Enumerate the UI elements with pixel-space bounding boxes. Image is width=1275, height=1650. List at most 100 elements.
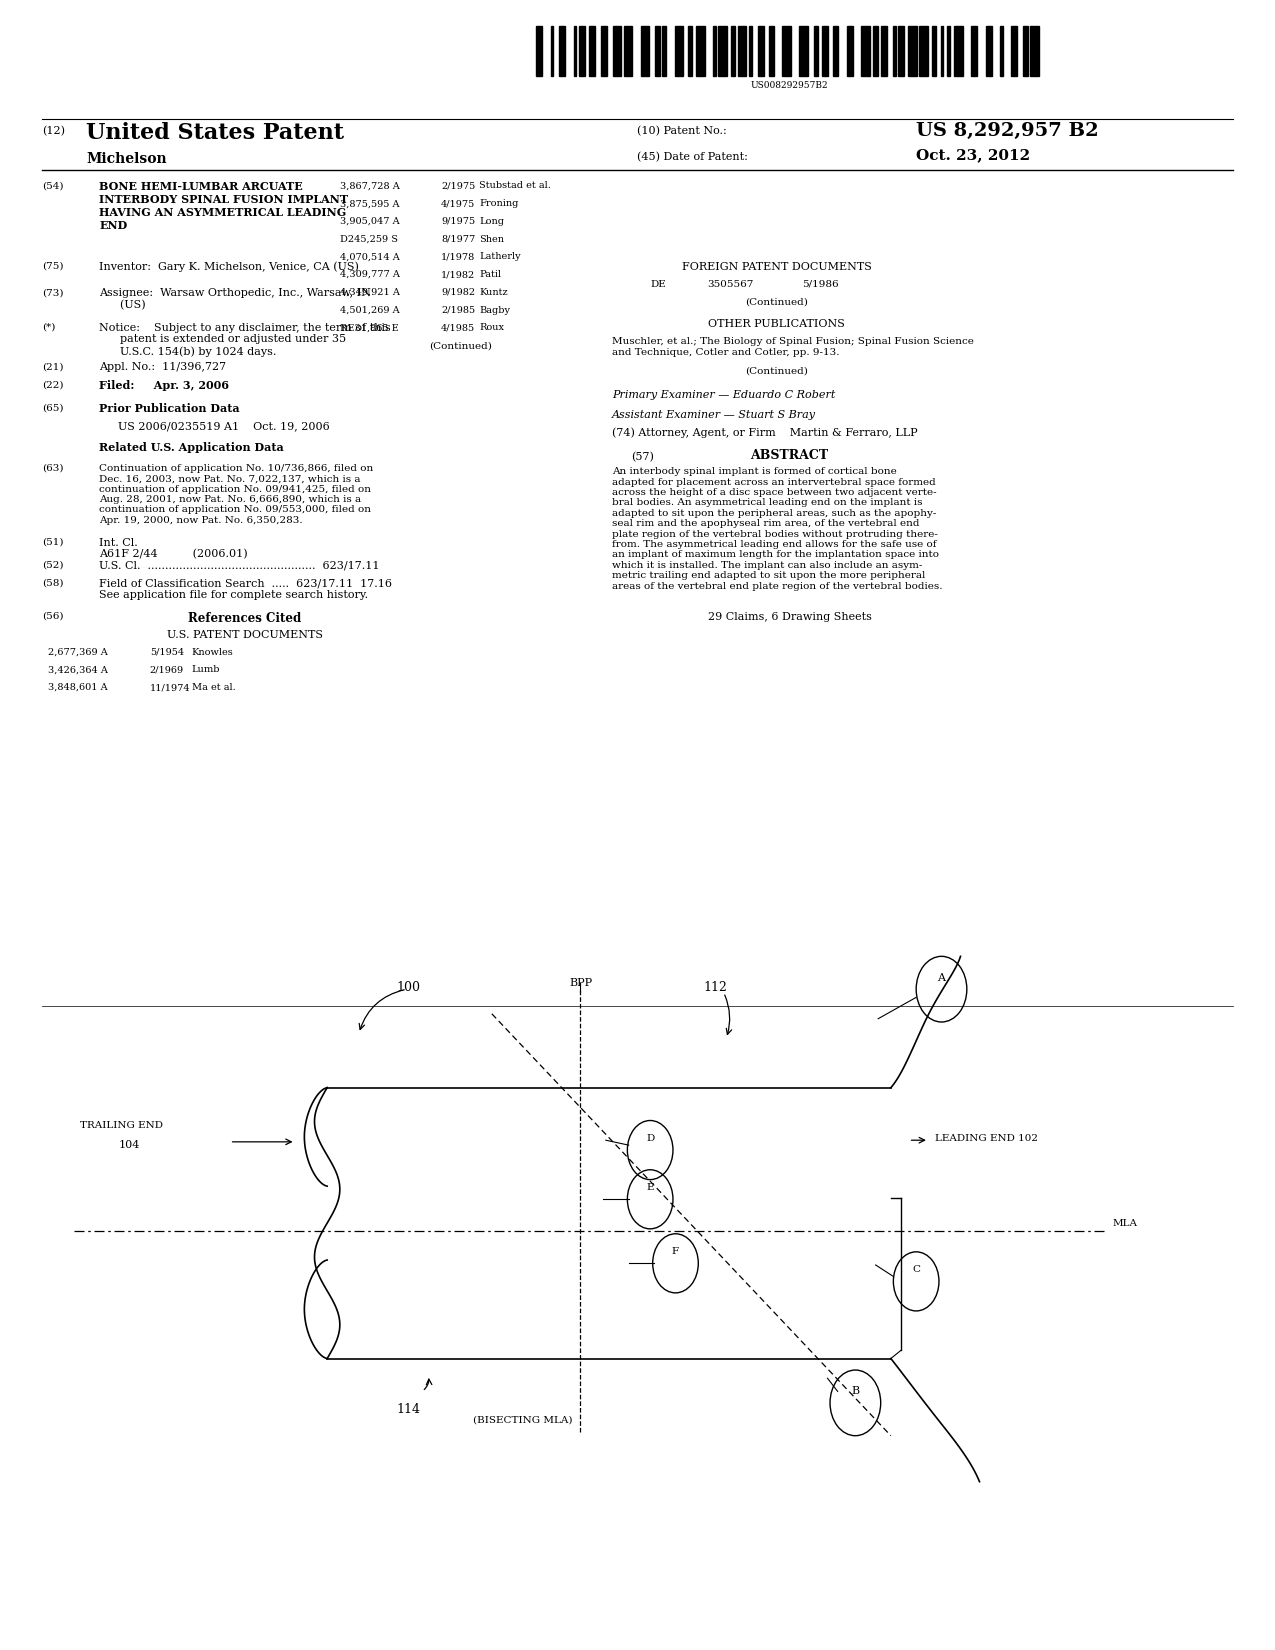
Bar [1030,25,1039,76]
Text: 3,905,047 A: 3,905,047 A [340,216,399,226]
Text: (22): (22) [42,380,64,389]
Text: Muschler, et al.; The Biology of Spinal Fusion; Spinal Fusion Science
and Techni: Muschler, et al.; The Biology of Spinal … [612,338,974,356]
Bar [662,25,667,76]
Bar [641,25,649,76]
Bar [601,25,607,76]
Text: Lumb: Lumb [191,665,221,675]
Text: 5/1986: 5/1986 [802,280,839,289]
Bar [881,25,887,76]
Bar [1011,25,1017,76]
Bar [833,25,839,76]
Bar [1001,25,1003,76]
Text: (51): (51) [42,538,64,546]
Text: (56): (56) [42,612,64,620]
Text: U.S. PATENT DOCUMENTS: U.S. PATENT DOCUMENTS [167,630,323,640]
Text: 3,848,601 A: 3,848,601 A [48,683,108,691]
Text: An interbody spinal implant is formed of cortical bone
adapted for placement acr: An interbody spinal implant is formed of… [612,467,942,591]
Text: (*): (*) [42,323,56,332]
Text: (Continued): (Continued) [746,299,808,307]
Bar [738,25,746,76]
Bar [947,25,950,76]
Text: Latherly: Latherly [479,252,520,261]
Bar [972,25,977,76]
Text: 3505567: 3505567 [708,280,754,289]
Text: 100: 100 [397,982,421,993]
Text: 114: 114 [397,1402,421,1416]
Text: 4,309,777 A: 4,309,777 A [340,271,399,279]
Bar [847,25,853,76]
Text: C: C [912,1266,921,1274]
Text: Filed:     Apr. 3, 2006: Filed: Apr. 3, 2006 [99,380,230,391]
Text: (73): (73) [42,289,64,297]
Text: FOREIGN PATENT DOCUMENTS: FOREIGN PATENT DOCUMENTS [682,262,872,272]
Text: 4,349,921 A: 4,349,921 A [340,287,399,297]
Bar [613,25,621,76]
Bar [872,25,878,76]
Text: 5/1954: 5/1954 [150,648,184,657]
Text: 9/1975: 9/1975 [441,216,476,226]
Bar [560,25,565,76]
Bar [551,25,553,76]
Text: Kuntz: Kuntz [479,287,507,297]
Text: (BISECTING MLA): (BISECTING MLA) [473,1416,572,1426]
Text: ABSTRACT: ABSTRACT [751,449,829,462]
Text: Roux: Roux [479,323,504,332]
Bar [770,25,774,76]
Text: (10) Patent No.:: (10) Patent No.: [638,125,727,135]
Text: OTHER PUBLICATIONS: OTHER PUBLICATIONS [709,320,845,330]
Text: Primary Examiner — Eduardo C Robert: Primary Examiner — Eduardo C Robert [612,389,835,399]
Text: US008292957B2: US008292957B2 [751,81,829,91]
Text: 3,867,728 A: 3,867,728 A [340,182,399,190]
Text: Continuation of application No. 10/736,866, filed on
Dec. 16, 2003, now Pat. No.: Continuation of application No. 10/736,8… [99,464,374,525]
Text: 4/1985: 4/1985 [441,323,476,332]
Bar [908,25,917,76]
Bar [713,25,715,76]
Text: (57): (57) [631,452,654,462]
Text: 2/1975: 2/1975 [441,182,476,190]
Text: 3,426,364 A: 3,426,364 A [48,665,108,675]
Text: 4,070,514 A: 4,070,514 A [340,252,399,261]
Bar [822,25,829,76]
Text: References Cited: References Cited [189,612,301,625]
Text: (12): (12) [42,125,65,135]
Bar [932,25,936,76]
Text: 29 Claims, 6 Drawing Sheets: 29 Claims, 6 Drawing Sheets [708,612,871,622]
Text: D245,259 S: D245,259 S [340,234,398,244]
Bar [687,25,692,76]
Text: B: B [852,1386,859,1396]
Text: (45) Date of Patent:: (45) Date of Patent: [638,152,748,162]
Text: BPP: BPP [569,978,592,988]
Text: MLA: MLA [1113,1219,1137,1228]
Bar [748,25,751,76]
Text: 8/1977: 8/1977 [441,234,476,244]
Bar [898,25,904,76]
Text: TRAILING END: TRAILING END [80,1120,163,1130]
Text: (63): (63) [42,464,64,474]
Bar [674,25,683,76]
Text: 9/1982: 9/1982 [441,287,476,297]
Text: 104: 104 [119,1140,139,1150]
Text: RE31,865 E: RE31,865 E [340,323,399,332]
Bar [862,25,870,76]
Text: D: D [646,1134,654,1143]
Text: Bagby: Bagby [479,305,510,315]
Text: Michelson: Michelson [87,152,167,167]
Text: 4/1975: 4/1975 [441,200,476,208]
Text: Patil: Patil [479,271,501,279]
Text: Assignee:  Warsaw Orthopedic, Inc., Warsaw, IN
      (US): Assignee: Warsaw Orthopedic, Inc., Warsa… [99,289,371,310]
Text: (74) Attorney, Agent, or Firm    Martin & Ferraro, LLP: (74) Attorney, Agent, or Firm Martin & F… [612,427,918,439]
Text: Knowles: Knowles [191,648,233,657]
Text: 2,677,369 A: 2,677,369 A [48,648,108,657]
Text: US 8,292,957 B2: US 8,292,957 B2 [917,122,1099,140]
Text: (Continued): (Continued) [746,366,808,376]
Bar [731,25,736,76]
Text: 112: 112 [704,982,727,993]
Text: Stubstad et al.: Stubstad et al. [479,182,551,190]
Text: E: E [646,1183,654,1193]
Bar [589,25,595,76]
Bar [696,25,705,76]
Text: DE: DE [650,280,666,289]
Text: Assistant Examiner — Stuart S Bray: Assistant Examiner — Stuart S Bray [612,409,816,419]
Bar [655,25,659,76]
Text: United States Patent: United States Patent [87,122,344,144]
